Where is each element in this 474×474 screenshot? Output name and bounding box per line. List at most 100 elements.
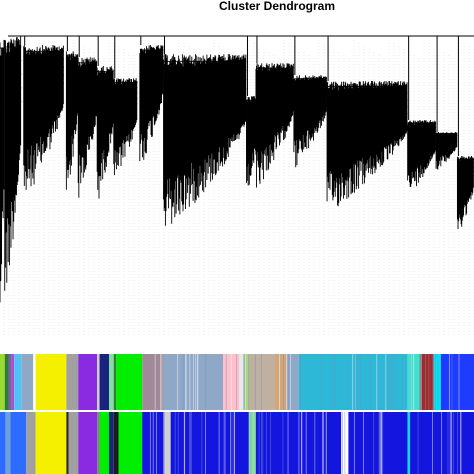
color-row-1-stripe — [244, 354, 246, 410]
color-row-2-segment — [163, 412, 171, 474]
color-row-1-stripe — [448, 354, 450, 410]
dendrogram-cluster-5 — [77, 57, 98, 198]
color-row-1-stripe — [385, 354, 387, 410]
color-row-1-stripe — [458, 354, 460, 410]
color-row-2-stripe — [266, 412, 267, 474]
color-row-1-stripe — [332, 354, 334, 410]
color-row-2-stripe — [261, 412, 262, 474]
dendrogram-cluster-1 — [0, 40, 5, 303]
color-row-2-segment — [99, 412, 110, 474]
color-row-2-stripe — [270, 412, 271, 474]
color-row-2-stripe — [373, 412, 375, 474]
color-row-1-stripe — [205, 354, 207, 410]
chart-title: Cluster Dendrogram — [219, 0, 335, 13]
color-row-1-stripe — [435, 354, 436, 410]
color-row-1-stripe — [260, 354, 262, 410]
color-row-2-segment — [35, 412, 67, 474]
color-row-2-segment — [407, 412, 411, 474]
color-row-1-stripe — [225, 354, 227, 410]
color-row-2-stripe — [353, 412, 355, 474]
color-row-1-stripe — [236, 354, 238, 410]
color-row-1-stripe — [254, 354, 256, 410]
color-row-1-stripe — [321, 354, 322, 410]
color-row-2-segment — [68, 412, 79, 474]
color-row-1-stripe — [287, 354, 289, 410]
color-row-2-stripe — [234, 412, 236, 474]
color-row-2-stripe — [231, 412, 233, 474]
color-row-1-stripe — [347, 354, 349, 410]
color-row-1-stripe — [437, 354, 439, 410]
color-row-2-stripe — [457, 412, 459, 474]
color-row-2-stripe — [325, 412, 327, 474]
color-row-2-stripe — [189, 412, 191, 474]
color-row-1-stripe — [160, 354, 161, 410]
color-row-2-stripe — [287, 412, 289, 474]
color-row-2-stripe — [250, 412, 252, 474]
color-row-2-stripe — [223, 412, 225, 474]
color-row-2-segment — [66, 412, 69, 474]
color-row-1-stripe — [230, 354, 232, 410]
color-row-2-stripe — [282, 412, 284, 474]
color-row-1-stripe — [387, 354, 389, 410]
color-row-2-stripe — [409, 412, 411, 474]
color-row-1-segment — [116, 354, 143, 410]
color-row-2-stripe — [441, 412, 442, 474]
dendrogram-cluster-12 — [293, 75, 328, 168]
color-row-1-stripe — [243, 354, 244, 410]
color-row-1-stripe — [357, 354, 359, 410]
dendrogram-cluster-11 — [255, 63, 294, 188]
color-row-1-stripe — [286, 354, 288, 410]
dendrogram-cluster-6 — [96, 66, 114, 199]
color-row-1-segment — [440, 354, 474, 410]
color-row-1-stripe — [413, 354, 415, 410]
color-row-1-stripe — [360, 354, 361, 410]
color-row-1-segment — [0, 354, 5, 410]
color-row-1-stripe — [161, 354, 163, 410]
color-row-2-stripe — [191, 412, 192, 474]
color-row-2-stripe — [152, 412, 154, 474]
color-row-1-segment — [421, 354, 434, 410]
color-row-1-segment — [239, 354, 245, 410]
color-row-1-stripe — [432, 354, 434, 410]
color-row-1-stripe — [248, 354, 249, 410]
color-row-1-segment — [66, 354, 79, 410]
color-row-1-segment — [78, 354, 98, 410]
color-row-2-segment — [10, 412, 27, 474]
dendrogram-cluster-8 — [139, 45, 164, 162]
color-row-2-stripe — [298, 412, 300, 474]
color-row-1-stripe — [197, 354, 198, 410]
color-row-2-stripe — [174, 412, 176, 474]
color-row-1-stripe — [182, 354, 184, 410]
color-row-2-stripe — [344, 412, 346, 474]
color-row-2-stripe — [305, 412, 307, 474]
dendrogram-cluster-14 — [407, 120, 437, 187]
color-row-1-stripe — [192, 354, 194, 410]
module-color-row-2 — [0, 412, 474, 474]
color-row-2-stripe — [301, 412, 303, 474]
color-row-1-stripe — [402, 354, 403, 410]
color-row-2-stripe — [321, 412, 323, 474]
color-row-1-stripe — [377, 354, 379, 410]
color-row-1-stripe — [392, 354, 394, 410]
dendrogram-cluster-16 — [456, 156, 474, 230]
color-row-2-stripe — [230, 412, 231, 474]
color-row-1-segment — [113, 354, 117, 410]
color-row-1-segment — [8, 354, 12, 410]
color-row-2-stripe — [258, 412, 260, 474]
color-row-2-stripe — [255, 412, 257, 474]
dendrogram-cluster-15 — [435, 132, 458, 170]
color-row-2-segment — [348, 412, 408, 474]
color-row-1-stripe — [290, 354, 292, 410]
color-row-2-segment — [78, 412, 98, 474]
color-row-2-segment — [26, 412, 36, 474]
color-row-2-stripe — [342, 412, 343, 474]
color-row-2-segment — [5, 412, 11, 474]
color-row-1-stripe — [185, 354, 187, 410]
color-row-1-stripe — [184, 354, 186, 410]
color-row-2-stripe — [363, 412, 364, 474]
color-row-1-stripe — [411, 354, 413, 410]
color-row-2-stripe — [177, 412, 179, 474]
color-row-2-stripe — [382, 412, 384, 474]
color-row-2-stripe — [452, 412, 454, 474]
